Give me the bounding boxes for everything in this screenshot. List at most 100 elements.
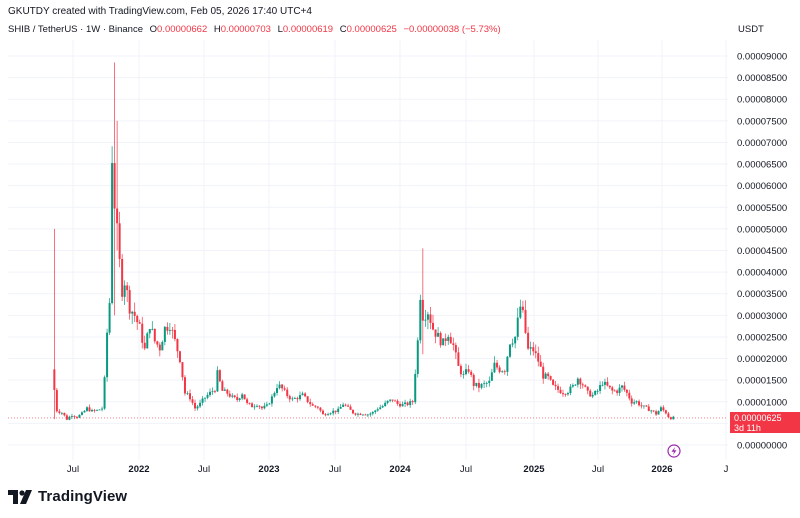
- candle: [319, 407, 322, 413]
- candle: [173, 324, 176, 342]
- candle: [161, 340, 164, 351]
- candle-body: [311, 404, 314, 406]
- candle: [111, 146, 114, 305]
- candle: [581, 382, 584, 389]
- candle-body: [194, 402, 197, 409]
- candle: [65, 413, 68, 421]
- lightning-icon[interactable]: [667, 444, 681, 458]
- candle-body: [416, 340, 419, 374]
- candle: [166, 322, 169, 335]
- candle-body: [379, 407, 382, 410]
- candle-body: [516, 317, 519, 337]
- candle-body: [151, 328, 154, 330]
- candle: [298, 391, 301, 401]
- candle-body: [349, 406, 352, 410]
- candle-body: [236, 397, 239, 400]
- candle-body: [521, 306, 524, 311]
- y-tick-label: 0.00007500: [737, 116, 787, 127]
- candle: [276, 383, 279, 396]
- candle: [503, 369, 506, 375]
- candle: [80, 411, 83, 416]
- candle-body: [258, 405, 261, 407]
- candle: [194, 399, 197, 412]
- candle-body: [623, 385, 626, 390]
- y-tick-label: 0.00002000: [737, 354, 787, 365]
- candle: [221, 379, 224, 391]
- candle: [63, 412, 66, 417]
- candle: [506, 356, 509, 376]
- candle-body: [381, 406, 384, 408]
- open-label: O: [149, 24, 158, 35]
- candle-body: [532, 347, 535, 352]
- candle: [181, 361, 184, 381]
- candle-body: [301, 393, 304, 396]
- candle-body: [181, 362, 184, 378]
- candle: [309, 398, 312, 407]
- chart-caption: GKUTDY created with TradingView.com, Feb…: [8, 6, 312, 17]
- candle: [442, 338, 445, 346]
- open-value: 0.00000662: [157, 24, 208, 35]
- candle: [211, 387, 214, 395]
- candle: [657, 410, 660, 415]
- candle-body: [527, 332, 530, 349]
- candle: [532, 342, 535, 356]
- x-tick-label: 2026: [651, 464, 672, 475]
- candle-body: [399, 403, 401, 407]
- candle-body: [211, 391, 214, 393]
- candle: [534, 344, 537, 359]
- candle: [414, 369, 417, 405]
- symbol-legend: SHIB / TetherUS · 1W · Binance O0.000006…: [8, 24, 501, 35]
- y-tick-label: 0.00007000: [737, 138, 787, 149]
- close-label: C: [339, 24, 347, 35]
- candle-body: [452, 343, 455, 345]
- candle-body: [286, 389, 289, 397]
- candle-body: [638, 401, 641, 406]
- symbol-label[interactable]: SHIB / TetherUS · 1W · Binance: [8, 24, 143, 35]
- candle: [444, 333, 447, 347]
- candle: [459, 363, 462, 378]
- candle: [178, 350, 181, 364]
- candle: [270, 394, 273, 407]
- candle: [196, 404, 199, 411]
- candle-body: [519, 306, 522, 318]
- candle-body: [419, 299, 422, 341]
- candle-body: [291, 398, 294, 400]
- candle-body: [454, 344, 457, 353]
- candle-body: [161, 341, 164, 351]
- candle: [394, 399, 397, 402]
- candle-body: [78, 414, 81, 418]
- candle: [501, 370, 504, 373]
- tradingview-brand[interactable]: TradingView: [8, 488, 127, 505]
- candle-body: [475, 382, 478, 387]
- candle: [146, 331, 149, 349]
- candle: [151, 321, 154, 331]
- candle-body: [98, 409, 101, 411]
- candle: [616, 389, 619, 396]
- candle-body: [53, 369, 56, 390]
- candle: [253, 404, 256, 410]
- candle-body: [278, 384, 281, 389]
- candle-body: [364, 414, 367, 416]
- candle-body: [106, 332, 109, 378]
- candle-body: [672, 416, 675, 420]
- candle: [321, 409, 324, 415]
- candle-body: [83, 410, 86, 413]
- candle-body: [442, 338, 445, 346]
- candle-body: [268, 403, 271, 405]
- candle: [263, 402, 266, 410]
- candle-body: [483, 383, 486, 385]
- candle: [126, 282, 129, 302]
- y-axis[interactable]: 0.000000000.000005000.000010000.00001500…: [737, 52, 787, 452]
- candle-body: [414, 373, 417, 403]
- candle-body: [608, 385, 611, 388]
- candle: [96, 409, 99, 412]
- candle-body: [88, 407, 91, 412]
- candle: [640, 402, 643, 409]
- candle-body: [253, 406, 256, 408]
- candle: [311, 402, 314, 406]
- candle-body: [332, 410, 335, 414]
- candle: [514, 336, 517, 349]
- last-price-badge: 0.00000625 3d 11h: [730, 412, 800, 433]
- candle-body: [296, 398, 299, 400]
